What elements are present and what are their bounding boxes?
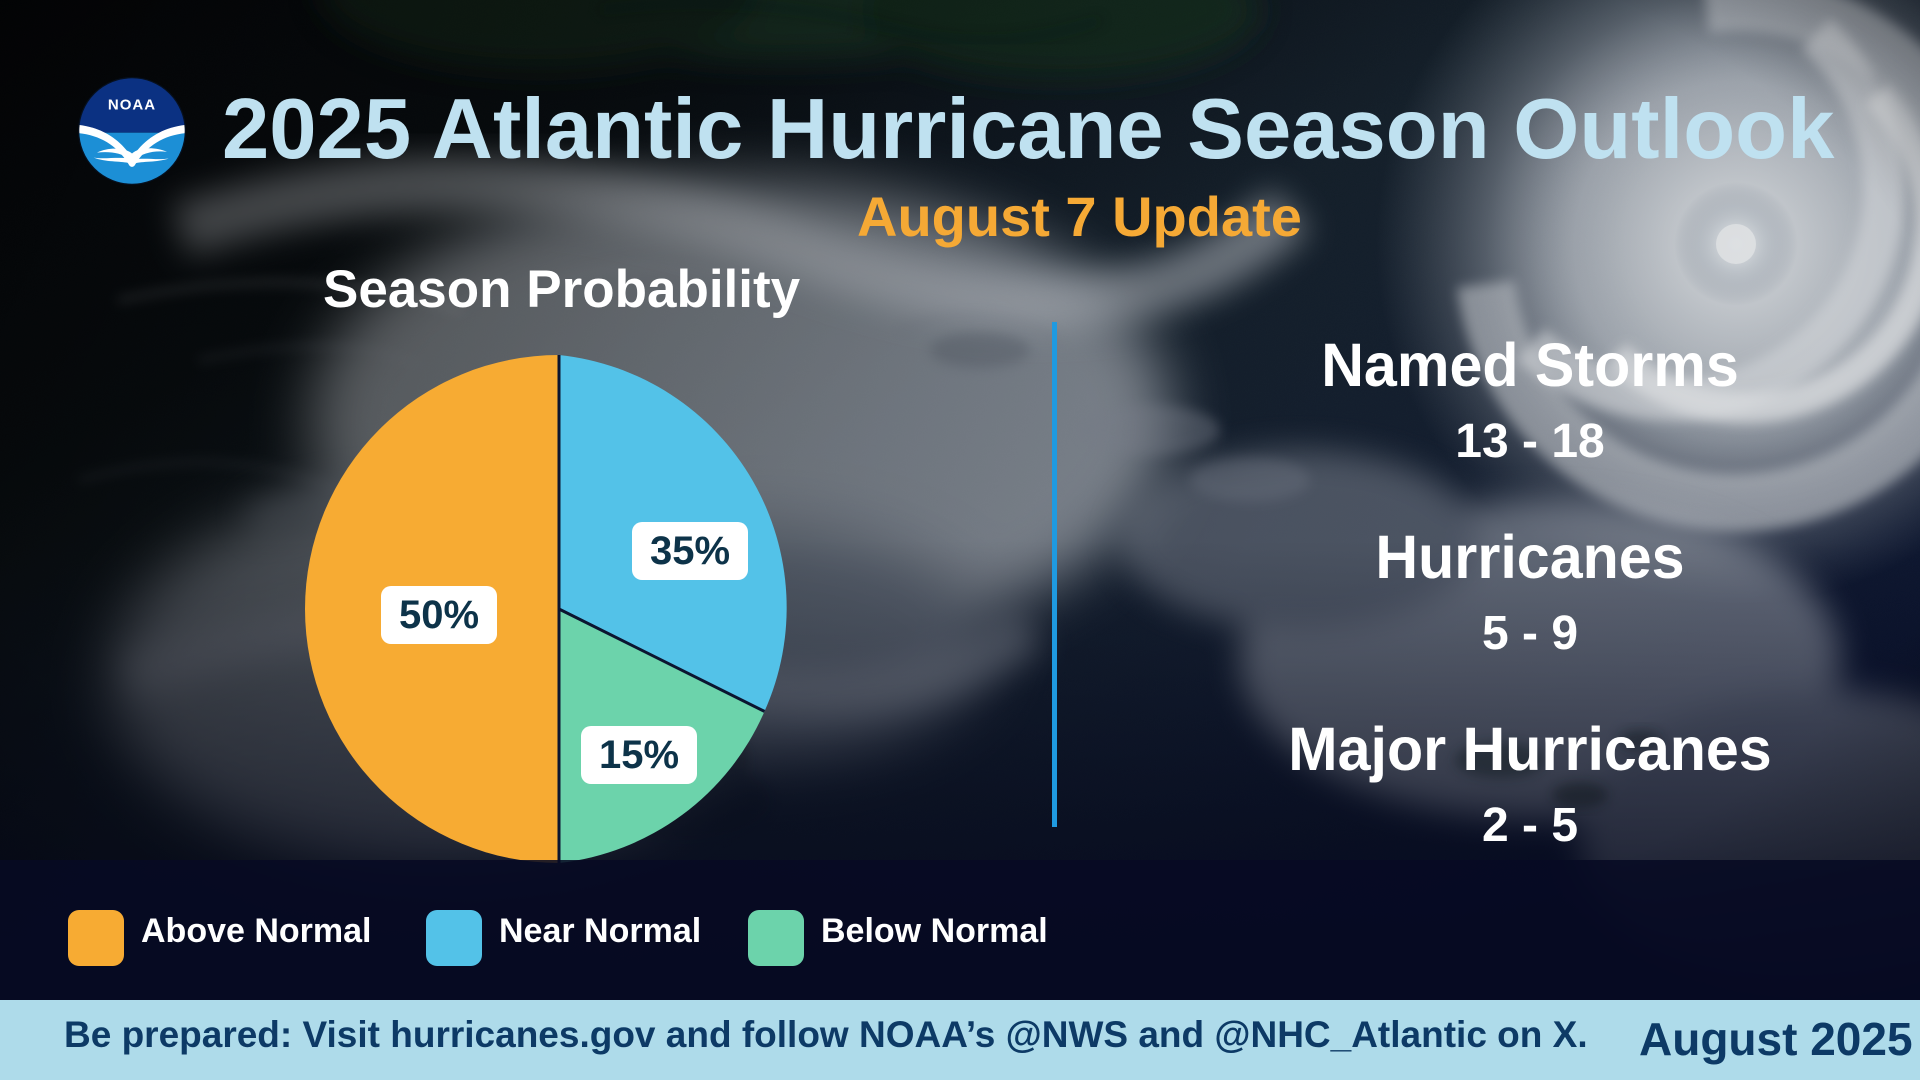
svg-text:NOAA: NOAA [108,96,156,113]
